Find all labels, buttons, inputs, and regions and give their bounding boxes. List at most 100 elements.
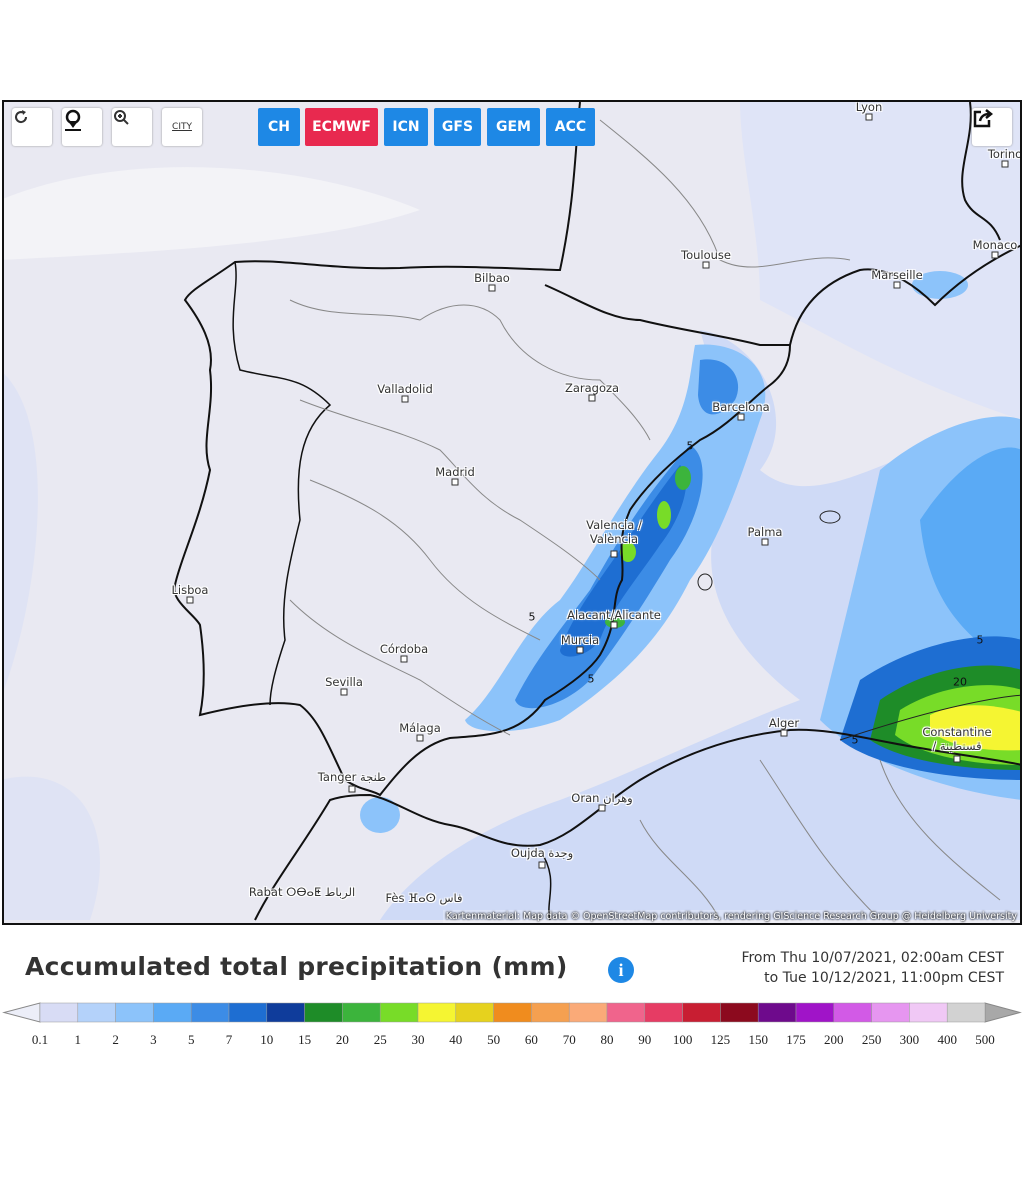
color-swatch [153,1002,192,1023]
scale-label: 60 [525,1032,538,1047]
scale-label: 40 [449,1032,462,1047]
scale-label: 200 [824,1032,844,1047]
scale-label: 250 [862,1032,882,1047]
period-start: From Thu 10/07/2021, 02:00am CEST [741,950,1004,966]
zoom-icon [114,110,129,125]
city-label: Alacant/Alicante [567,608,661,622]
city-label: Málaga [399,721,441,735]
color-swatch [682,1002,721,1023]
scale-label: 15 [298,1032,311,1047]
color-swatch [833,1002,872,1023]
scale-label: 175 [786,1032,806,1047]
scale-label: 5 [188,1032,195,1047]
model-button[interactable]: ECMWF [305,108,378,146]
scale-label: 125 [711,1032,731,1047]
city-marker [610,550,618,558]
color-swatch [606,1002,646,1023]
scale-label: 50 [487,1032,500,1047]
city-label: Oujda وجدة [510,846,574,860]
city-label: Constantine / قسنطينة [922,725,992,753]
map[interactable]: CITY CH ECMWF ICN GFS GEM ACC Lyon Torino… [2,100,1022,925]
color-swatch [115,1002,154,1023]
city-marker [598,804,606,812]
zoom-button[interactable] [112,108,152,146]
color-swatch [531,1002,570,1023]
contour-label: 5 [686,439,694,453]
city-label: Valladolid [377,382,433,396]
city-label: Murcia [560,633,600,647]
location-button[interactable] [62,108,102,146]
color-swatch [871,1002,910,1023]
location-icon [65,109,81,131]
scale-label: 0.1 [32,1032,48,1047]
city-marker [538,861,546,869]
scale-label: 2 [112,1032,119,1047]
city-marker [400,655,408,663]
scale-label: 20 [336,1032,349,1047]
city-marker [416,734,424,742]
share-button[interactable] [972,108,1012,146]
under-arrow [2,1002,41,1023]
model-button[interactable]: ACC [546,108,595,146]
city-label: Lisboa [171,583,209,597]
admin-borders [289,119,1001,921]
model-button[interactable]: CH [258,108,300,146]
city-marker [576,646,584,654]
city-marker [186,596,194,604]
color-scale: 0.1 1 2 3 5 7 10 15 20 25 30 40 50 60 70 80 90 100 125 150 1… [2,1002,1022,1047]
color-swatch [795,1002,835,1023]
city-label: Lyon [855,100,883,114]
city-label: Tanger طنجة [317,770,387,784]
legend-title: Accumulated total precipitation (mm) [25,952,568,981]
scale-label: 500 [975,1032,995,1047]
city-label: Fès ⴼⴰⵙ فاس [385,891,463,905]
scale-label: 7 [226,1032,233,1047]
scale-label: 100 [673,1032,693,1047]
city-label: Torino [987,147,1022,161]
scale-label: 70 [563,1032,576,1047]
contour-label: 5 [851,733,859,747]
city-label: Marseille [871,268,923,282]
city-label: Sevilla [325,675,363,689]
info-button[interactable]: i [608,957,634,983]
city-marker [451,478,459,486]
model-button[interactable]: GEM [487,108,540,146]
contour-label: 5 [976,633,984,647]
city-label: Monaco [972,238,1018,252]
city-marker [737,413,745,421]
color-swatch [757,1002,797,1023]
city-marker [488,284,496,292]
color-swatch [77,1002,116,1023]
city-toggle[interactable]: CITY [162,108,202,146]
scale-label: 400 [937,1032,957,1047]
color-swatch [568,1002,608,1023]
scale-label: 30 [412,1032,425,1047]
map-drawing [4,102,1020,921]
city-marker [1001,160,1009,168]
color-swatch [455,1002,494,1023]
scale-label: 3 [150,1032,157,1047]
scale-label: 90 [638,1032,651,1047]
contours [697,510,1020,741]
share-icon [973,109,994,128]
color-swatch [379,1002,419,1023]
color-swatch [946,1002,986,1023]
city-label: Palma [747,525,783,539]
city-marker [610,621,618,629]
color-swatch [909,1002,948,1023]
color-swatch [342,1002,381,1023]
city-marker [340,688,348,696]
model-button[interactable]: ICN [384,108,428,146]
city-label: Barcelona [712,400,770,414]
scale-label: 300 [900,1032,920,1047]
coastlines-borders [173,102,1020,921]
refresh-button[interactable] [12,108,52,146]
model-button[interactable]: GFS [434,108,481,146]
scale-label: 80 [601,1032,614,1047]
city-marker [865,113,873,121]
refresh-icon [15,110,28,124]
city-label: Rabat ⵔⴱⴰⵟ الرباط [248,885,356,899]
over-arrow [984,1002,1022,1023]
contour-label: 5 [528,610,536,624]
